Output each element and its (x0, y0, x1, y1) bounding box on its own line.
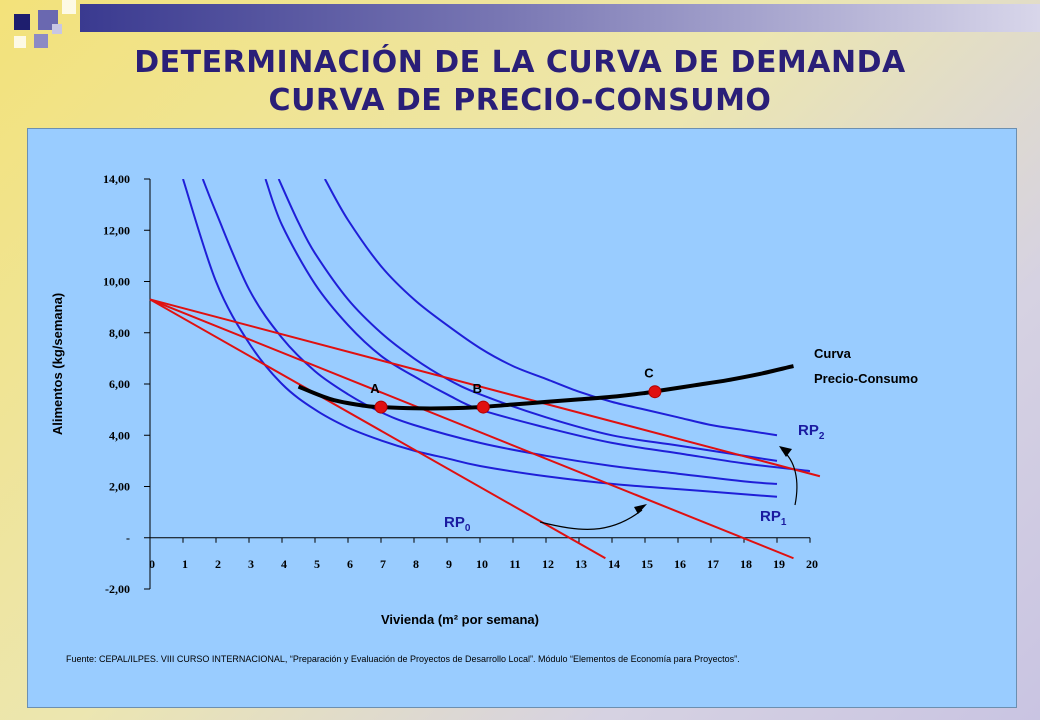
indifference-curve-0 (182, 179, 778, 498)
budget-label-subscript: 2 (819, 431, 825, 442)
decor-square-5 (34, 34, 48, 48)
chart-panel (27, 128, 1017, 708)
indifference-curve-3 (277, 179, 778, 462)
x-tick-label: 3 (248, 557, 254, 571)
x-tick-label: 13 (575, 557, 587, 571)
arrow-rp1-to-rp2 (781, 449, 798, 506)
pcc-label-line-2: Precio-Consumo (814, 371, 918, 386)
title-line-1: DETERMINACIÓN DE LA CURVA DE DEMANDA (134, 45, 906, 80)
point-label-b: B (473, 381, 482, 396)
x-tick-label: 16 (674, 557, 686, 571)
x-tick-label: 15 (641, 557, 653, 571)
page-title: DETERMINACIÓN DE LA CURVA DE DEMANDA CUR… (0, 44, 1040, 120)
x-tick-label: 10 (476, 557, 488, 571)
point-c (648, 385, 662, 399)
budget-line-rp0 (149, 298, 606, 560)
source-note: Fuente: CEPAL/ILPES. VIII CURSO INTERNAC… (66, 654, 740, 664)
x-tick-label: 17 (707, 557, 719, 571)
x-axis-label: Vivienda (m² por semana) (381, 612, 539, 627)
indifference-curve-2 (264, 179, 810, 473)
point-b (476, 400, 490, 414)
y-tick-label: 12,00 (103, 223, 130, 237)
chart-labels: RP0 RP1 RP2 Curva Precio-Consumo (444, 346, 918, 534)
y-tick-label: 2,00 (109, 480, 130, 494)
x-tick-label: 6 (347, 557, 353, 571)
point-a (374, 400, 388, 414)
y-tick-label: - (126, 531, 130, 545)
shift-arrows (539, 446, 798, 530)
pcc-label-line-1: Curva (814, 346, 852, 361)
indifference-curve-4 (324, 179, 778, 437)
x-tick-label: 20 (806, 557, 818, 571)
equilibrium-points: A B C (370, 366, 662, 414)
budget-label-rp1: RP1 (760, 508, 787, 528)
x-tick-label: 18 (740, 557, 752, 571)
decor-square-4 (14, 36, 26, 48)
x-tick-label: 19 (773, 557, 785, 571)
arrow-rp1-to-rp2-head (779, 446, 792, 457)
x-tick-label: 11 (509, 557, 520, 571)
x-tick-label: 9 (446, 557, 452, 571)
x-tick-label: 8 (413, 557, 419, 571)
budget-label-rp2: RP2 (798, 422, 825, 442)
y-tick-label: 4,00 (109, 428, 130, 442)
arrow-rp0-to-rp1-head (634, 504, 647, 514)
y-tick-label: 14,00 (103, 172, 130, 186)
budget-label-subscript: 1 (781, 517, 787, 528)
x-tick-label: 2 (215, 557, 221, 571)
y-tick-label: -2,00 (105, 582, 130, 596)
header-bar (80, 4, 1040, 32)
x-tick-label: 12 (542, 557, 554, 571)
y-tick-label: 10,00 (103, 275, 130, 289)
budget-line-rp2 (149, 298, 821, 478)
x-tick-label: 1 (182, 557, 188, 571)
decor-square-3 (62, 0, 76, 14)
budget-line-rp1 (149, 298, 794, 560)
decor-square-6 (52, 24, 62, 34)
decor-square-1 (14, 14, 30, 30)
title-line-2: CURVA DE PRECIO-CONSUMO (268, 83, 772, 118)
y-tick-label: 8,00 (109, 326, 130, 340)
x-tick-label: 7 (380, 557, 386, 571)
budget-lines (149, 298, 821, 560)
budget-label-subscript: 0 (465, 523, 471, 534)
indifference-curve-1 (201, 179, 778, 485)
x-tick-label: 4 (281, 557, 287, 571)
x-tick-label: 5 (314, 557, 320, 571)
x-tick-label: 14 (608, 557, 620, 571)
y-tick-label: 6,00 (109, 377, 130, 391)
x-tick-label: 0 (149, 557, 155, 571)
point-label-a: A (370, 381, 380, 396)
point-label-c: C (644, 366, 654, 381)
y-axis-label: Alimentos (kg/semana) (50, 293, 65, 435)
budget-label-rp0: RP0 (444, 514, 471, 534)
arrow-rp0-to-rp1 (539, 509, 643, 530)
